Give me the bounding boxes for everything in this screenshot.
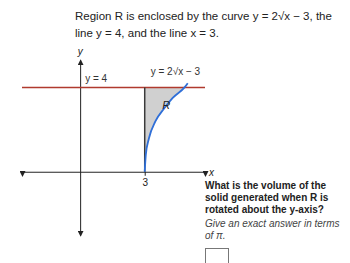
line-y-4 xyxy=(22,87,205,89)
tick-mark xyxy=(145,172,146,176)
x-label: x xyxy=(208,167,215,178)
x-axis-line xyxy=(23,172,206,176)
problem-text: Region R is enclosed by the curve y = 2√… xyxy=(75,8,332,42)
curve-label: y = 2√x − 3 xyxy=(151,66,201,77)
question: What is the volume of the solid generate… xyxy=(205,180,345,216)
curve xyxy=(145,83,188,172)
region-group xyxy=(145,87,188,171)
hint: Give an exact answer in terms of π. xyxy=(205,218,345,242)
y-label: y xyxy=(77,46,84,57)
graph: 3 x y y = 4 y = 2√x − 3 R xyxy=(0,0,350,263)
labels: x y y = 4 y = 2√x − 3 R xyxy=(77,46,215,178)
x-axis: 3 xyxy=(23,172,206,188)
plot-area xyxy=(22,83,205,172)
region-label: R xyxy=(162,99,170,111)
region-r xyxy=(145,87,188,171)
question-block: What is the volume of the solid generate… xyxy=(205,180,345,263)
problem-line: Region R is enclosed by the curve y = 2√… xyxy=(75,8,332,25)
answer-input[interactable] xyxy=(205,248,229,263)
line-label: y = 4 xyxy=(85,73,107,84)
x-tick: 3 xyxy=(142,172,148,188)
problem-line: line y = 4, and the line x = 3. xyxy=(75,25,332,42)
tick-label: 3 xyxy=(142,177,148,188)
